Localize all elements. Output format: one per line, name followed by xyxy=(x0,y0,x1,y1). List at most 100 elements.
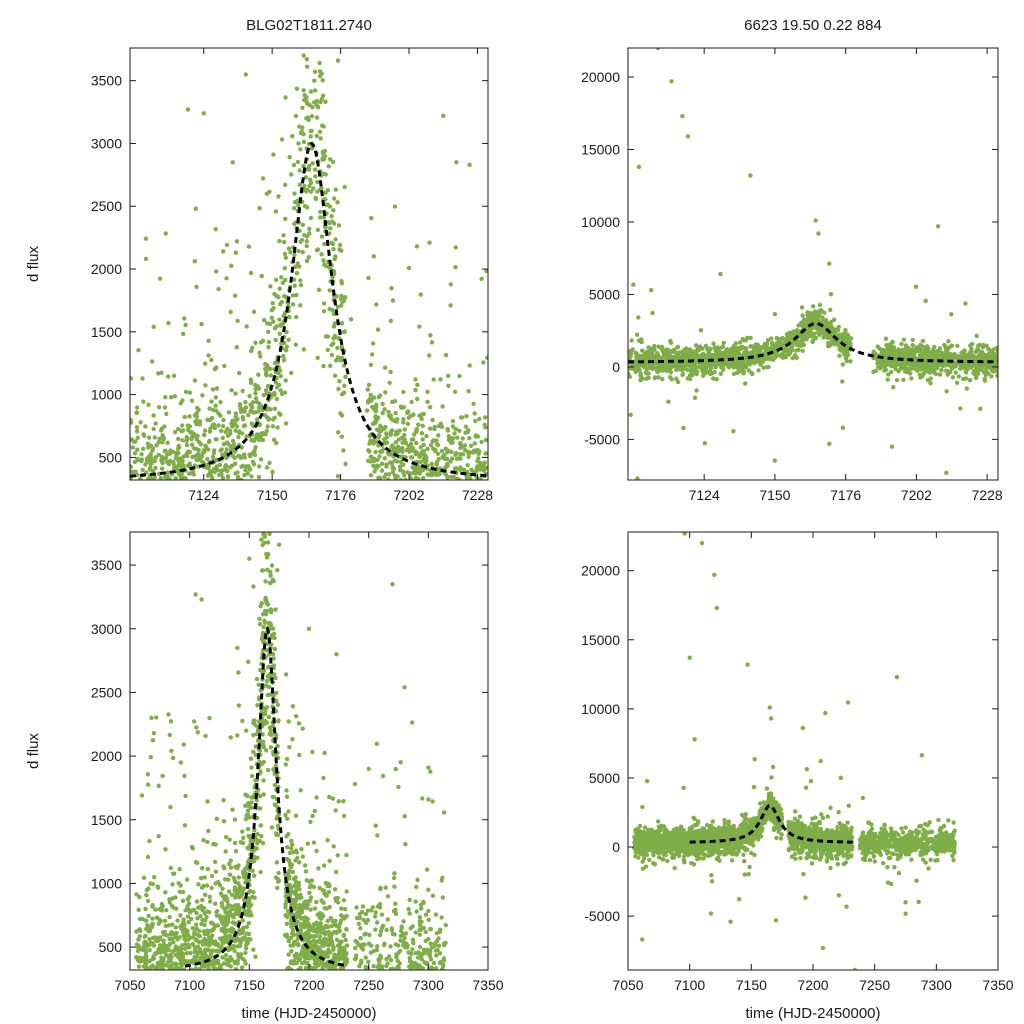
data-point xyxy=(204,883,210,888)
data-point xyxy=(274,324,279,329)
data-point xyxy=(408,475,413,480)
data-point xyxy=(321,363,326,369)
data-point xyxy=(130,476,133,480)
data-point xyxy=(481,468,486,473)
data-point xyxy=(220,423,226,429)
data-point xyxy=(210,387,216,392)
data-point xyxy=(159,370,164,375)
data-point xyxy=(320,123,325,128)
data-point xyxy=(740,337,745,342)
data-point xyxy=(973,349,979,355)
panel-top-right: 7124 7150 7176 7202 7228-5000050001000015000… xyxy=(581,47,1003,503)
data-point xyxy=(415,382,420,387)
data-point xyxy=(184,438,189,444)
data-point xyxy=(143,256,149,262)
data-point xyxy=(134,410,139,416)
data-point xyxy=(300,726,305,731)
data-point xyxy=(200,885,205,890)
data-point xyxy=(423,912,429,917)
data-point xyxy=(288,935,294,941)
data-point xyxy=(272,646,278,652)
data-point xyxy=(274,293,279,299)
data-point xyxy=(756,368,761,373)
data-point xyxy=(232,948,237,954)
data-point xyxy=(331,208,336,213)
data-point xyxy=(230,438,236,444)
data-point xyxy=(314,115,320,120)
data-point xyxy=(215,468,220,473)
data-point xyxy=(656,344,661,349)
data-point xyxy=(221,249,226,254)
data-point xyxy=(970,341,975,347)
data-point xyxy=(417,944,423,950)
data-point xyxy=(330,241,335,247)
data-point xyxy=(417,467,422,472)
x-tick-label: 7150 xyxy=(257,487,288,503)
data-point xyxy=(234,239,240,244)
data-point xyxy=(147,937,152,942)
data-point xyxy=(413,449,418,454)
data-point xyxy=(387,380,392,385)
data-point xyxy=(457,428,462,433)
chart-title-right: 6623 19.50 0.22 884 xyxy=(744,17,882,34)
data-point xyxy=(451,474,456,480)
data-point xyxy=(283,95,288,100)
data-point xyxy=(964,386,969,391)
data-point xyxy=(982,378,988,383)
data-point xyxy=(289,370,294,376)
data-point xyxy=(321,943,327,948)
data-point xyxy=(203,383,208,388)
data-point xyxy=(479,439,484,445)
data-point xyxy=(635,476,640,480)
data-point xyxy=(206,353,211,358)
data-point xyxy=(269,563,275,568)
data-point xyxy=(284,330,289,335)
data-point xyxy=(335,58,341,63)
data-point xyxy=(640,348,645,353)
data-point xyxy=(164,411,169,417)
data-point xyxy=(807,316,812,321)
data-point xyxy=(168,865,173,871)
data-point xyxy=(263,388,269,393)
data-point xyxy=(485,355,488,360)
data-point xyxy=(344,943,350,948)
data-point xyxy=(989,374,994,379)
data-point xyxy=(262,318,267,323)
data-point xyxy=(484,268,488,274)
data-point xyxy=(260,437,266,443)
data-point xyxy=(176,426,181,432)
data-point xyxy=(446,437,452,442)
data-point xyxy=(963,301,968,306)
data-point xyxy=(829,341,834,346)
data-point xyxy=(402,432,407,438)
data-point xyxy=(264,465,270,470)
data-point xyxy=(669,349,674,354)
data-point xyxy=(183,322,188,328)
data-point xyxy=(434,441,440,447)
data-point xyxy=(800,348,805,353)
data-point xyxy=(430,417,435,423)
data-point xyxy=(790,355,795,361)
data-point xyxy=(240,829,245,834)
data-point xyxy=(158,428,164,433)
data-point xyxy=(330,159,336,165)
data-point xyxy=(184,877,190,882)
data-point xyxy=(307,226,312,232)
data-point xyxy=(839,333,845,338)
data-point xyxy=(336,900,341,905)
data-point xyxy=(244,728,249,733)
x-tick-label: 7202 xyxy=(901,487,932,503)
data-point xyxy=(255,417,260,422)
data-point xyxy=(483,451,488,456)
data-point xyxy=(213,395,218,400)
data-point xyxy=(153,935,158,940)
data-point xyxy=(218,448,223,453)
data-point xyxy=(307,183,312,189)
data-point xyxy=(773,349,778,355)
data-point xyxy=(208,469,213,474)
data-point xyxy=(389,460,395,465)
data-point xyxy=(203,361,208,366)
data-point xyxy=(268,731,273,737)
data-point xyxy=(905,360,910,365)
data-point xyxy=(265,692,271,698)
